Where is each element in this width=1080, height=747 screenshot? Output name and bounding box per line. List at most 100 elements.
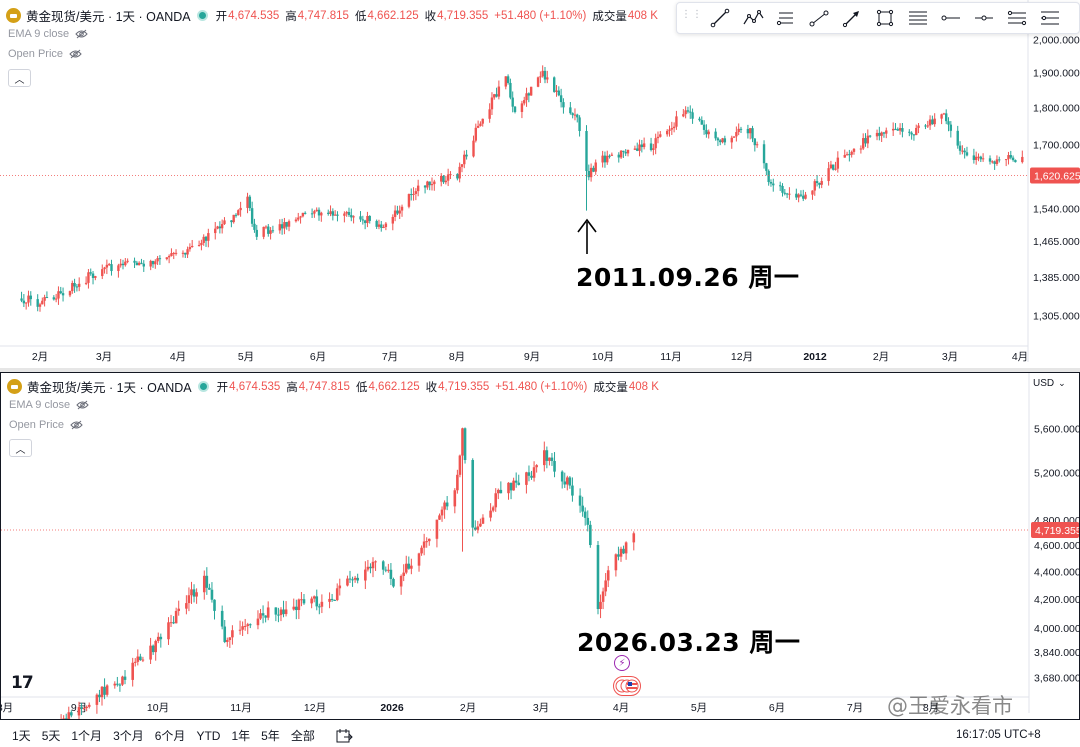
arrow-icon[interactable] [835, 4, 868, 32]
candle-body [656, 136, 660, 139]
price-tick-label: 4,400.000 [1034, 567, 1079, 579]
candle-body [190, 589, 193, 596]
candle-body [700, 120, 703, 125]
eye-hidden-icon[interactable] [76, 400, 89, 410]
price-chart-2011[interactable]: 2,100.0002,000.0001,900.0001,800.0001,70… [0, 0, 1080, 368]
tradingview-logo-icon[interactable]: 17 [11, 673, 34, 693]
candle-body [458, 455, 462, 475]
go-to-date-icon[interactable] [335, 728, 353, 744]
symbol-title[interactable]: 黄金现货/美元 · 1天 · OANDA [26, 10, 191, 24]
candle-body [689, 111, 692, 113]
candle-body [732, 136, 736, 138]
indicator-ema[interactable]: EMA 9 close [8, 28, 88, 40]
candle-body [845, 154, 849, 156]
range-button-3m[interactable]: 3个月 [113, 729, 144, 743]
range-button-all[interactable]: 全部 [290, 729, 315, 743]
candle-body [716, 138, 720, 141]
candle-body [105, 685, 109, 695]
range-button-1y[interactable]: 1年 [231, 729, 251, 743]
indicator-open-price[interactable]: Open Price [9, 419, 83, 431]
candle-body [68, 291, 72, 296]
price-tick-label: 4,600.000 [1034, 540, 1079, 552]
candle-body [1014, 160, 1017, 163]
candle-body [594, 162, 597, 172]
candle-body [174, 610, 178, 624]
chart-pane-2011[interactable]: 2,100.0002,000.0001,900.0001,800.0001,70… [0, 0, 1080, 368]
collapse-legend-button[interactable]: ︿ [8, 69, 31, 87]
path-icon[interactable] [1000, 4, 1033, 32]
indicator-open-price[interactable]: Open Price [8, 48, 82, 60]
candle-body [702, 124, 706, 130]
dividend-event-icon[interactable]: ⚡ [614, 655, 630, 671]
economic-events-icon[interactable] [613, 676, 641, 696]
candle-body [802, 195, 805, 199]
eye-hidden-icon[interactable] [75, 29, 88, 39]
time-tick-label: 8月 [449, 351, 465, 363]
close-value: 4,719.355 [437, 9, 489, 22]
candle-body [256, 618, 260, 626]
candle-body [400, 206, 404, 211]
candle-body [410, 194, 413, 196]
horizontal-ray-icon[interactable] [934, 4, 967, 32]
fib-retracement-icon[interactable] [901, 4, 934, 32]
price-chart-2026[interactable]: 5,600.0005,200.0004,800.0004,600.0004,40… [1, 373, 1079, 719]
candle-body [267, 226, 270, 234]
symbol-title[interactable]: 黄金现货/美元 · 1天 · OANDA [27, 381, 192, 395]
trend-line-icon[interactable] [703, 4, 736, 32]
candle-body [599, 601, 602, 610]
long-position-icon[interactable] [1033, 4, 1066, 32]
candle-body [220, 610, 224, 627]
eye-hidden-icon[interactable] [70, 420, 83, 430]
time-tick-label: 7月 [847, 702, 863, 714]
candle-body [691, 112, 694, 119]
candle-body [151, 260, 155, 265]
candle-body [799, 194, 803, 196]
pattern-icon[interactable] [736, 4, 769, 32]
candle-body [1004, 159, 1008, 161]
time-tick-label: 2012 [803, 351, 827, 363]
candle-body [412, 193, 415, 195]
candle-body [216, 226, 219, 229]
candle-body [603, 155, 607, 163]
candle-body [73, 283, 76, 287]
candle-body [425, 541, 428, 543]
range-button-1d[interactable]: 1天 [12, 729, 31, 743]
parallel-channel-icon[interactable] [769, 4, 802, 32]
market-status-icon[interactable] [196, 10, 208, 21]
rectangle-icon[interactable] [868, 4, 901, 32]
candle-body [123, 676, 127, 680]
market-status-icon[interactable] [197, 381, 209, 392]
candle-body [836, 157, 840, 169]
pane-divider[interactable] [0, 368, 1080, 372]
candle-body [407, 563, 411, 569]
range-button-1m[interactable]: 1个月 [71, 729, 103, 743]
candle-body [569, 107, 572, 114]
candle-body [384, 223, 388, 227]
polyline-icon[interactable] [802, 4, 835, 32]
candle-body [70, 712, 73, 716]
range-button-5y[interactable]: 5年 [261, 729, 280, 743]
currency-selector[interactable]: USD ⌄ [1033, 378, 1066, 389]
indicator-ema[interactable]: EMA 9 close [9, 399, 89, 411]
eye-hidden-icon[interactable] [69, 49, 82, 59]
candle-body [670, 128, 674, 130]
price-tick-label: 1,800.000 [1033, 103, 1080, 115]
candle-body [71, 283, 74, 292]
candle-body [875, 132, 879, 137]
range-button-5d[interactable]: 5天 [41, 729, 61, 743]
horizontal-line-icon[interactable] [967, 4, 1000, 32]
drag-handle-icon[interactable]: ⋮⋮ [681, 9, 703, 20]
clock-timezone[interactable]: 16:17:05 UTC+8 [956, 729, 1041, 741]
candle-body [463, 428, 467, 460]
candle-body [829, 164, 833, 169]
chart-pane-2026[interactable]: 5,600.000 5,200.000 4,800.000 4,600.000 4,40… [0, 372, 1080, 720]
candle-body [649, 143, 653, 151]
range-button-ytd[interactable]: YTD [196, 728, 221, 743]
collapse-legend-button[interactable]: ︿ [9, 439, 32, 457]
candle-body [481, 517, 485, 524]
candle-body [232, 214, 235, 223]
price-tick-label: 3,840.000 [1034, 647, 1079, 659]
candle-body [369, 566, 372, 569]
candle-body [333, 599, 336, 601]
range-button-6m[interactable]: 6个月 [154, 729, 186, 743]
